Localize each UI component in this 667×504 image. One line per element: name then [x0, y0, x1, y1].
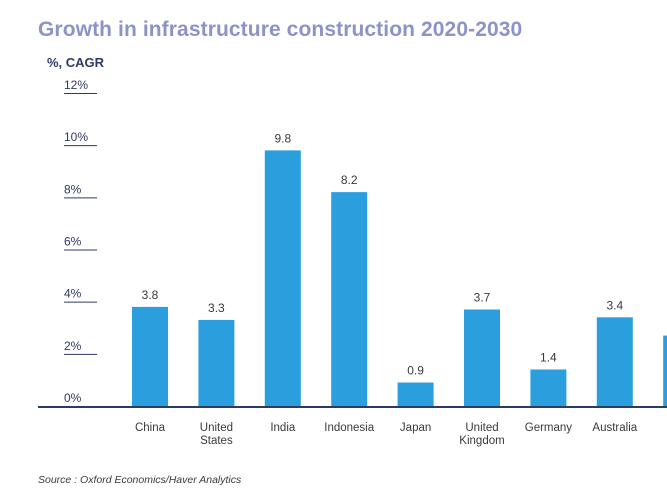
bar-value-label: 3.7 — [474, 290, 491, 304]
bar-value-label: 3.8 — [142, 288, 159, 302]
bar — [596, 317, 633, 406]
x-category-label: States — [200, 435, 233, 447]
x-category-label: China — [135, 422, 166, 434]
y-tick-label: 12% — [64, 78, 88, 92]
y-tick-label: 8% — [64, 182, 82, 196]
x-category-label: United — [465, 422, 498, 434]
x-category-label: Germany — [525, 422, 573, 434]
x-category-label: Kingdom — [459, 435, 504, 447]
bar — [331, 192, 368, 406]
bar — [464, 309, 500, 406]
x-category-label: Australia — [592, 422, 637, 434]
y-axis-unit-label: %, CAGR — [47, 55, 105, 70]
y-tick-label: 6% — [64, 235, 82, 249]
bar-value-label: 8.2 — [341, 173, 358, 187]
bar-value-label: 0.9 — [407, 364, 424, 378]
y-tick-label: 4% — [64, 287, 82, 301]
bar-value-label: 3.3 — [208, 301, 225, 315]
bar-value-label: 3.4 — [606, 298, 623, 312]
y-tick-label: 0% — [64, 391, 82, 405]
y-tick-label: 2% — [64, 339, 82, 353]
y-tick-label: 10% — [64, 130, 88, 144]
x-category-label: United — [200, 422, 233, 434]
bar — [530, 369, 567, 406]
bar — [397, 382, 434, 406]
x-category-label: India — [270, 422, 296, 434]
bar-value-label: 1.4 — [540, 350, 557, 364]
y-axis: 0% 2% 4% 6% 8% 10% 12% — [64, 78, 97, 405]
bar — [264, 150, 301, 406]
bar — [132, 306, 168, 406]
bar-value-label: 9.8 — [274, 131, 291, 145]
source-note: Source : Oxford Economics/Haver Analytic… — [38, 474, 242, 486]
x-category-label: Indonesia — [324, 422, 374, 434]
bars: 3.8 3.3 9.8 8.2 0.9 3.7 1.4 3.4 — [132, 131, 667, 406]
bar — [198, 319, 235, 406]
bar — [663, 335, 667, 406]
x-category-label: Japan — [400, 422, 431, 434]
chart-title: Growth in infrastructure construction 20… — [38, 18, 523, 41]
